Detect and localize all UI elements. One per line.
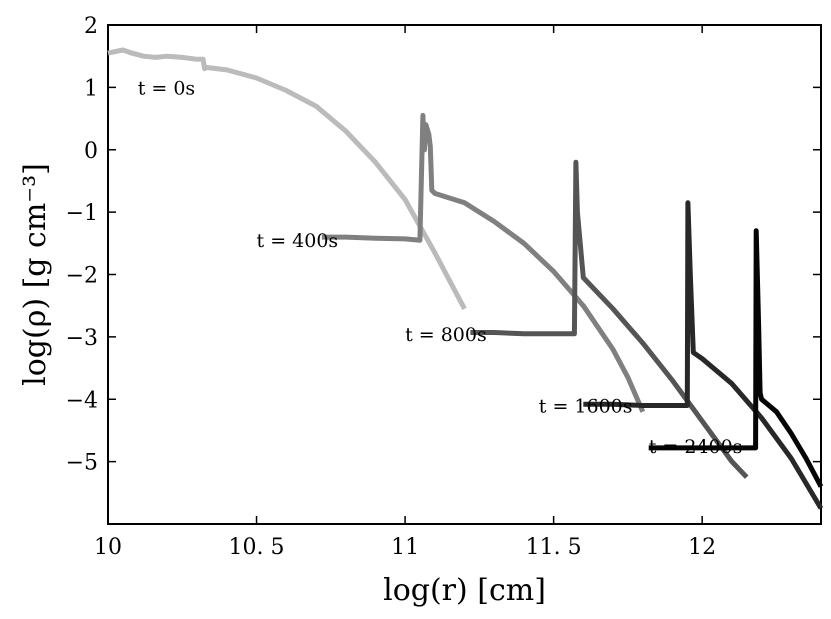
y-tick-label: −4 bbox=[66, 388, 98, 413]
series-label-3: t = 1600s bbox=[539, 395, 633, 417]
x-tick-label: 11. 5 bbox=[526, 535, 582, 560]
series-group bbox=[107, 47, 824, 510]
series-label-4: t = 2400s bbox=[649, 436, 743, 458]
series-line-4 bbox=[648, 228, 824, 488]
x-tick-label: 10. 5 bbox=[229, 535, 285, 560]
y-tick-label: 2 bbox=[84, 14, 98, 39]
series-label-1: t = 400s bbox=[257, 230, 339, 252]
y-tick-label: 1 bbox=[84, 76, 98, 101]
series-line-2 bbox=[470, 159, 749, 479]
y-tick-label: −3 bbox=[66, 326, 98, 351]
x-tick-label: 10 bbox=[94, 535, 122, 560]
y-axis-title: log(ρ) [g cm⁻³] bbox=[18, 163, 53, 386]
y-tick-label: −5 bbox=[66, 451, 98, 476]
y-tick-label: −1 bbox=[66, 201, 98, 226]
x-axis-title: log(r) [cm] bbox=[383, 573, 546, 608]
series-labels: t = 0s t = 400s t = 800s t = 1600s t = 2400s bbox=[138, 77, 743, 458]
x-tick-label: 12 bbox=[688, 535, 716, 560]
x-tick-label: 11 bbox=[391, 535, 419, 560]
y-tick-label: 0 bbox=[84, 139, 98, 164]
series-line-3 bbox=[583, 200, 824, 510]
series-line-0 bbox=[107, 47, 467, 310]
series-label-2: t = 800s bbox=[405, 324, 487, 346]
series-label-0: t = 0s bbox=[138, 77, 195, 99]
y-tick-label: −2 bbox=[66, 264, 98, 289]
